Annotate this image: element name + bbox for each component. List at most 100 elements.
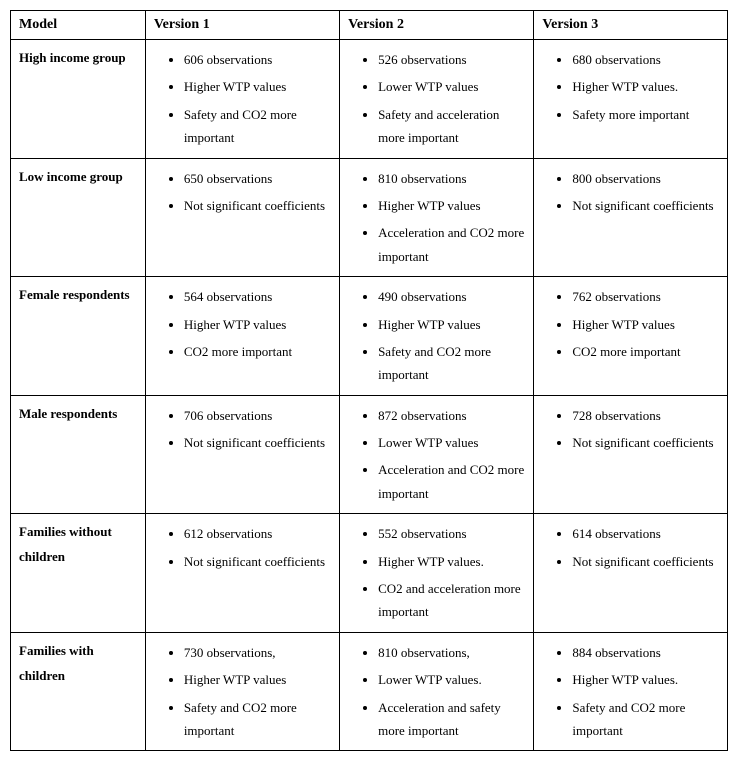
version-cell: 680 observationsHigher WTP values.Safety… <box>534 40 728 159</box>
list-item: 706 observations <box>184 402 331 429</box>
version-cell: 606 observationsHigher WTP valuesSafety … <box>145 40 339 159</box>
list-item: 564 observations <box>184 283 331 310</box>
table-row: High income group606 observationsHigher … <box>11 40 728 159</box>
list-item: 728 observations <box>572 402 719 429</box>
table-row: Families without children612 observation… <box>11 514 728 633</box>
list-item: Acceleration and safety more important <box>378 694 525 745</box>
list-item: Not significant coefficients <box>184 548 331 575</box>
table-row: Low income group650 observationsNot sign… <box>11 158 728 277</box>
bullet-list: 810 observationsHigher WTP valuesAcceler… <box>348 165 525 271</box>
bullet-list: 800 observationsNot significant coeffici… <box>542 165 719 220</box>
version-cell: 564 observationsHigher WTP valuesCO2 mor… <box>145 277 339 396</box>
col-header-v3: Version 3 <box>534 11 728 40</box>
list-item: 800 observations <box>572 165 719 192</box>
list-item: CO2 and acceleration more important <box>378 575 525 626</box>
list-item: Higher WTP values. <box>572 73 719 100</box>
col-header-v1: Version 1 <box>145 11 339 40</box>
col-header-model: Model <box>11 11 146 40</box>
list-item: 552 observations <box>378 520 525 547</box>
version-cell: 884 observationsHigher WTP values.Safety… <box>534 632 728 751</box>
version-cell: 800 observationsNot significant coeffici… <box>534 158 728 277</box>
list-item: Lower WTP values. <box>378 666 525 693</box>
list-item: Higher WTP values. <box>572 666 719 693</box>
model-cell: Low income group <box>11 158 146 277</box>
list-item: Lower WTP values <box>378 73 525 100</box>
model-cell: Families with children <box>11 632 146 751</box>
bullet-list: 730 observations,Higher WTP valuesSafety… <box>154 639 331 745</box>
list-item: Higher WTP values. <box>378 548 525 575</box>
list-item: 526 observations <box>378 46 525 73</box>
table-row: Male respondents706 observationsNot sign… <box>11 395 728 514</box>
list-item: 872 observations <box>378 402 525 429</box>
version-cell: 810 observationsHigher WTP valuesAcceler… <box>340 158 534 277</box>
table-header-row: Model Version 1 Version 2 Version 3 <box>11 11 728 40</box>
list-item: Not significant coefficients <box>572 429 719 456</box>
bullet-list: 552 observationsHigher WTP values.CO2 an… <box>348 520 525 626</box>
table-row: Female respondents564 observationsHigher… <box>11 277 728 396</box>
list-item: Not significant coefficients <box>572 192 719 219</box>
list-item: Not significant coefficients <box>184 192 331 219</box>
bullet-list: 606 observationsHigher WTP valuesSafety … <box>154 46 331 152</box>
version-cell: 730 observations,Higher WTP valuesSafety… <box>145 632 339 751</box>
col-header-v2: Version 2 <box>340 11 534 40</box>
list-item: CO2 more important <box>572 338 719 365</box>
list-item: Safety and CO2 more important <box>572 694 719 745</box>
bullet-list: 884 observationsHigher WTP values.Safety… <box>542 639 719 745</box>
table-row: Families with children730 observations,H… <box>11 632 728 751</box>
version-cell: 650 observationsNot significant coeffici… <box>145 158 339 277</box>
list-item: 730 observations, <box>184 639 331 666</box>
version-cell: 872 observationsLower WTP valuesAccelera… <box>340 395 534 514</box>
version-cell: 614 observationsNot significant coeffici… <box>534 514 728 633</box>
list-item: Safety more important <box>572 101 719 128</box>
list-item: CO2 more important <box>184 338 331 365</box>
bullet-list: 680 observationsHigher WTP values.Safety… <box>542 46 719 128</box>
version-cell: 810 observations,Lower WTP values.Accele… <box>340 632 534 751</box>
bullet-list: 810 observations,Lower WTP values.Accele… <box>348 639 525 745</box>
list-item: Higher WTP values <box>572 311 719 338</box>
version-cell: 526 observationsLower WTP valuesSafety a… <box>340 40 534 159</box>
list-item: 612 observations <box>184 520 331 547</box>
bullet-list: 872 observationsLower WTP valuesAccelera… <box>348 402 525 508</box>
list-item: Not significant coefficients <box>184 429 331 456</box>
model-cell: Families without children <box>11 514 146 633</box>
list-item: Acceleration and CO2 more important <box>378 456 525 507</box>
list-item: 490 observations <box>378 283 525 310</box>
comparison-table: Model Version 1 Version 2 Version 3 High… <box>10 10 728 751</box>
model-cell: Female respondents <box>11 277 146 396</box>
bullet-list: 762 observationsHigher WTP valuesCO2 mor… <box>542 283 719 365</box>
list-item: Acceleration and CO2 more important <box>378 219 525 270</box>
version-cell: 612 observationsNot significant coeffici… <box>145 514 339 633</box>
list-item: Not significant coefficients <box>572 548 719 575</box>
list-item: Higher WTP values <box>378 192 525 219</box>
version-cell: 490 observationsHigher WTP valuesSafety … <box>340 277 534 396</box>
bullet-list: 650 observationsNot significant coeffici… <box>154 165 331 220</box>
model-cell: Male respondents <box>11 395 146 514</box>
list-item: Safety and CO2 more important <box>184 101 331 152</box>
list-item: 680 observations <box>572 46 719 73</box>
bullet-list: 564 observationsHigher WTP valuesCO2 mor… <box>154 283 331 365</box>
list-item: Safety and CO2 more important <box>184 694 331 745</box>
list-item: 810 observations <box>378 165 525 192</box>
list-item: Lower WTP values <box>378 429 525 456</box>
list-item: Higher WTP values <box>184 73 331 100</box>
version-cell: 552 observationsHigher WTP values.CO2 an… <box>340 514 534 633</box>
list-item: 810 observations, <box>378 639 525 666</box>
list-item: Safety and CO2 more important <box>378 338 525 389</box>
bullet-list: 706 observationsNot significant coeffici… <box>154 402 331 457</box>
model-cell: High income group <box>11 40 146 159</box>
bullet-list: 614 observationsNot significant coeffici… <box>542 520 719 575</box>
list-item: Safety and acceleration more important <box>378 101 525 152</box>
list-item: 650 observations <box>184 165 331 192</box>
version-cell: 706 observationsNot significant coeffici… <box>145 395 339 514</box>
version-cell: 728 observationsNot significant coeffici… <box>534 395 728 514</box>
list-item: 606 observations <box>184 46 331 73</box>
bullet-list: 612 observationsNot significant coeffici… <box>154 520 331 575</box>
list-item: 884 observations <box>572 639 719 666</box>
bullet-list: 526 observationsLower WTP valuesSafety a… <box>348 46 525 152</box>
bullet-list: 490 observationsHigher WTP valuesSafety … <box>348 283 525 389</box>
list-item: 762 observations <box>572 283 719 310</box>
list-item: 614 observations <box>572 520 719 547</box>
list-item: Higher WTP values <box>184 666 331 693</box>
list-item: Higher WTP values <box>378 311 525 338</box>
list-item: Higher WTP values <box>184 311 331 338</box>
